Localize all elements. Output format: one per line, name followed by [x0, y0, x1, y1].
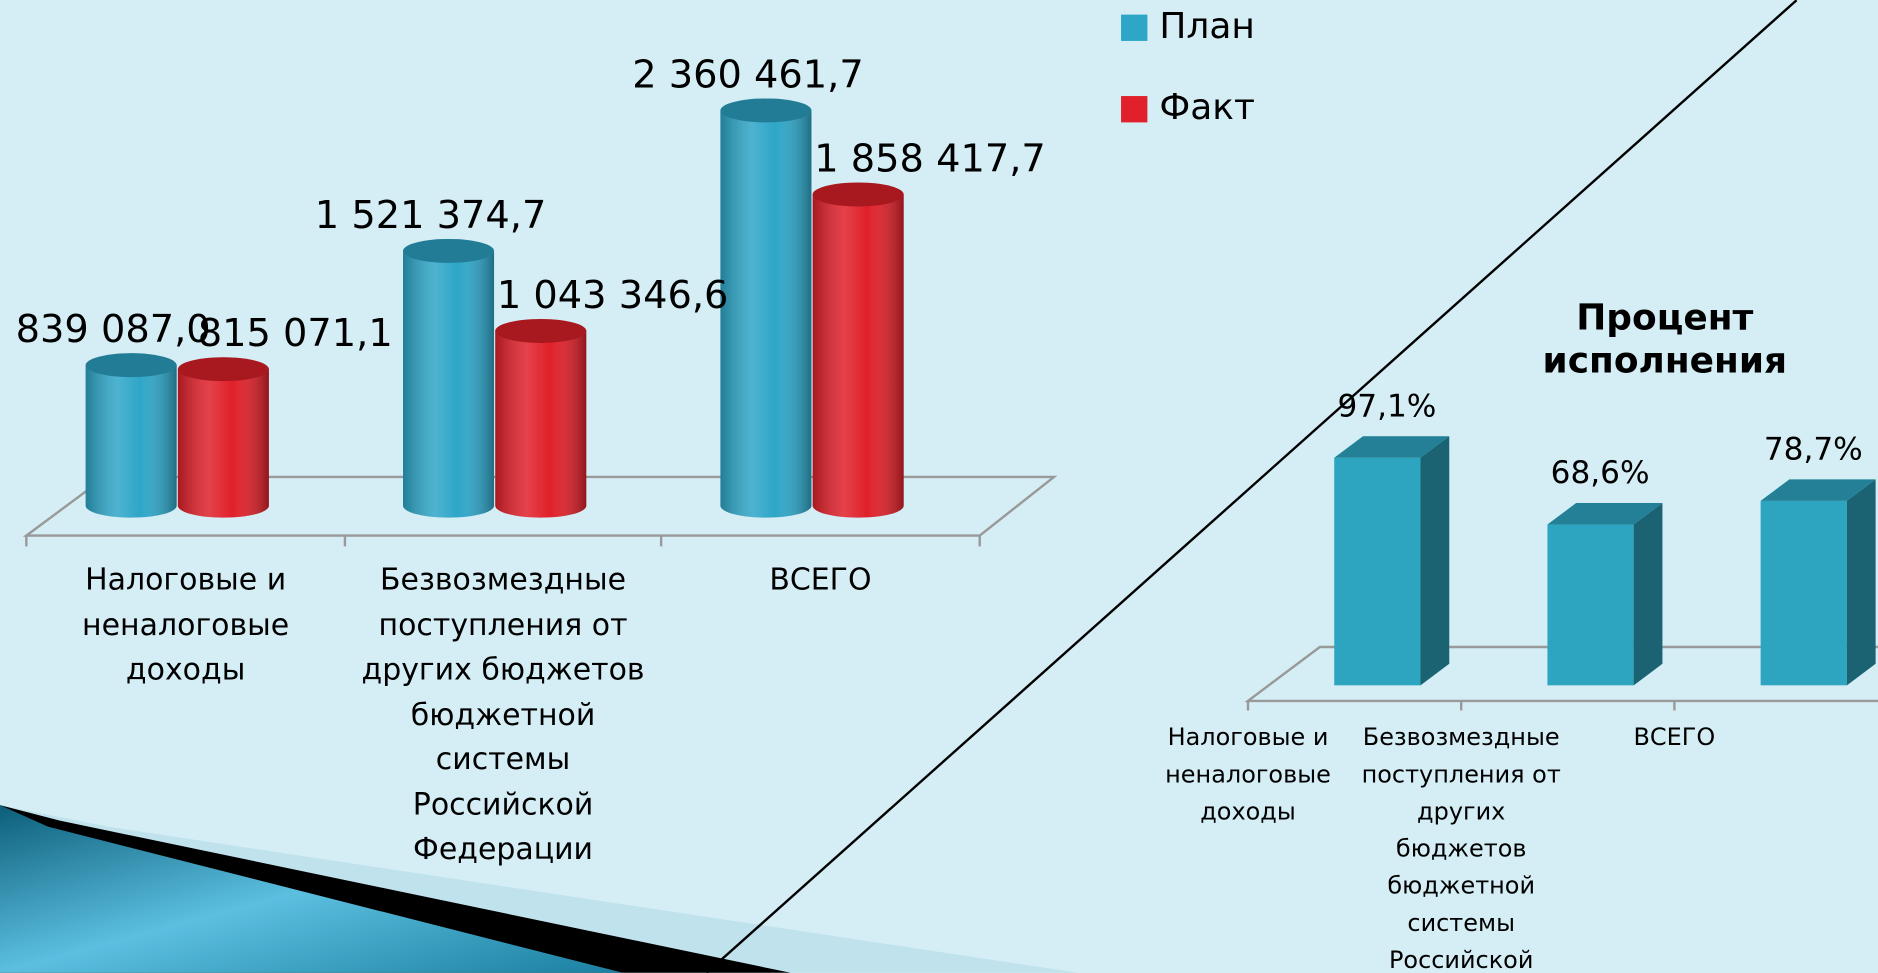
x-category-label-box: ВСЕГО	[1568, 719, 1781, 973]
legend-label: План	[1159, 6, 1254, 47]
x-category-label: ВСЕГО	[671, 557, 970, 602]
cylinder-shade	[813, 194, 904, 517]
cylinder-top-shade	[813, 183, 904, 207]
cylinder-shade	[720, 110, 811, 517]
cylinder	[178, 357, 269, 517]
legend-swatch	[1121, 15, 1147, 41]
legend-swatch	[1121, 96, 1147, 122]
legend-label: Факт	[1159, 87, 1255, 128]
cylinder-top-shade	[403, 239, 494, 263]
slide: Налоговые и неналоговые доходыБезвозмезд…	[0, 0, 1878, 973]
cylinder	[495, 319, 586, 518]
value-label: 1 043 346,6	[497, 273, 729, 318]
x-category-label-box: ВСЕГО	[671, 557, 970, 880]
x-category-label-box: Налоговые и неналоговые доходы	[1141, 719, 1354, 973]
value-label: 68,6%	[1551, 455, 1650, 491]
value-label: 1 858 417,7	[814, 136, 1046, 181]
box-side-shade	[1420, 436, 1449, 685]
x-category-label-box: Налоговые и неналоговые доходы	[36, 557, 335, 880]
box-side-shade	[1847, 479, 1876, 685]
cylinder-shade	[178, 369, 269, 517]
x-category-label: Налоговые и неналоговые доходы	[36, 557, 335, 692]
x-category-label: Безвозмездные поступления от других бюдж…	[1355, 719, 1568, 973]
cylinder	[813, 183, 904, 518]
box	[1761, 479, 1876, 685]
cylinder-top-shade	[495, 319, 586, 343]
x-category-label: ВСЕГО	[1568, 719, 1781, 756]
box-front	[1761, 501, 1847, 685]
chart-title: Процент исполнения	[1521, 297, 1808, 383]
value-label: 78,7%	[1764, 432, 1863, 468]
x-category-label-box: Безвозмездные поступления от других бюдж…	[353, 557, 652, 880]
cylinder	[403, 239, 494, 518]
cylinder	[86, 353, 177, 517]
chart-title-box: Процент исполнения	[1521, 297, 1808, 393]
cylinder-top-shade	[720, 98, 811, 122]
value-label: 97,1%	[1337, 388, 1436, 424]
cylinder	[720, 98, 811, 517]
value-label: 1 521 374,7	[315, 193, 547, 238]
x-category-label-box: Безвозмездные поступления от других бюдж…	[1355, 719, 1568, 973]
box-front	[1334, 458, 1420, 686]
value-label: 839 087,0	[16, 307, 211, 352]
box-side-shade	[1634, 503, 1663, 685]
cylinder-top-shade	[178, 357, 269, 381]
x-category-label: Налоговые и неналоговые доходы	[1141, 719, 1354, 830]
cylinder-shade	[495, 331, 586, 518]
box-front	[1547, 525, 1633, 686]
value-label: 815 071,1	[198, 311, 393, 356]
cylinder-shade	[403, 251, 494, 518]
box	[1547, 503, 1662, 685]
value-label: 2 360 461,7	[632, 52, 864, 97]
x-category-label: Безвозмездные поступления от других бюдж…	[353, 557, 652, 871]
cylinder-top-shade	[86, 353, 177, 377]
cylinder-shade	[86, 365, 177, 517]
box	[1334, 436, 1449, 685]
